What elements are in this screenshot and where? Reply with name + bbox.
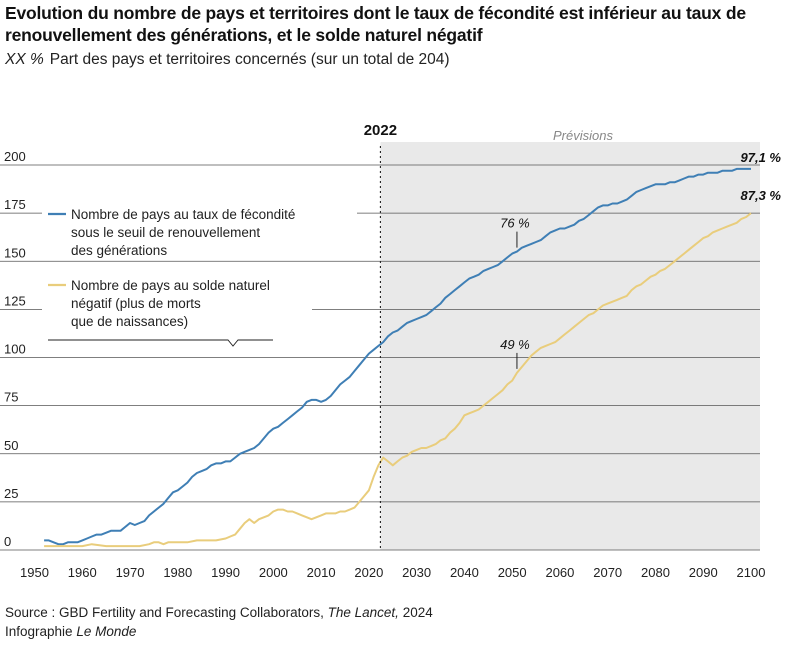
y-tick-label: 150 [4, 245, 26, 260]
legend-label-natural-balance: que de naissances) [71, 314, 188, 329]
legend-label-fertility: des générations [71, 243, 167, 258]
x-tick-label: 2050 [498, 565, 527, 580]
x-tick-label: 2070 [593, 565, 622, 580]
year-marker-label: 2022 [364, 122, 397, 139]
x-tick-label: 1970 [116, 565, 145, 580]
chart-title: Evolution du nombre de pays et territoir… [5, 3, 746, 45]
legend-label-fertility: Nombre de pays au taux de fécondité [71, 207, 295, 222]
source-note: Source : GBD Fertility and Forecasting C… [5, 603, 433, 641]
x-tick-label: 1980 [163, 565, 192, 580]
y-tick-label: 125 [4, 293, 26, 308]
subtitle-text: Part des pays et territoires concernés (… [49, 51, 450, 68]
source-line: Source : GBD Fertility and Forecasting C… [5, 605, 433, 620]
legend-label-natural-balance: Nombre de pays au solde naturel [71, 278, 270, 293]
fertility-mid-label: 76 % [500, 216, 530, 231]
legend-bg-1 [42, 196, 357, 258]
x-tick-label: 1960 [68, 565, 97, 580]
y-tick-label: 0 [4, 534, 11, 549]
x-tick-label: 2000 [259, 565, 288, 580]
x-tick-label: 2100 [737, 565, 766, 580]
y-tick-label: 100 [4, 342, 26, 357]
natural-balance-end-label: 87,3 % [741, 188, 782, 203]
x-tick-label: 1990 [211, 565, 240, 580]
y-tick-label: 175 [4, 197, 26, 212]
x-tick-label: 2060 [545, 565, 574, 580]
x-tick-label: 2090 [689, 565, 718, 580]
fertility-series-line [44, 167, 751, 546]
x-tick-label: 2030 [402, 565, 431, 580]
x-tick-label: 1950 [20, 565, 49, 580]
x-tick-label: 2010 [307, 565, 336, 580]
forecast-label: Prévisions [553, 128, 613, 143]
credit-line: Infographie Le Monde [5, 624, 137, 639]
legend-label-fertility: sous le seuil de renouvellement [71, 225, 260, 240]
x-tick-label: 2080 [641, 565, 670, 580]
natural-balance-series-line [44, 212, 752, 548]
legend-callout [48, 339, 273, 347]
y-tick-label: 25 [4, 486, 18, 501]
chart-subtitle: XX % Part des pays et territoires concern… [5, 51, 450, 69]
forecast-region [380, 142, 760, 550]
y-tick-label: 200 [4, 149, 26, 164]
y-tick-label: 75 [4, 390, 18, 405]
y-tick-label: 50 [4, 438, 18, 453]
line-chart: Prévisions 1950 1960 1970 1980 1990 2000 2010 2… [0, 122, 782, 580]
natural-balance-mid-label: 49 % [500, 337, 530, 352]
x-tick-label: 2020 [354, 565, 383, 580]
fertility-end-label: 97,1 % [741, 150, 782, 165]
percent-key: XX % [5, 51, 44, 68]
x-tick-label: 2040 [450, 565, 479, 580]
legend-label-natural-balance: négatif (plus de morts [71, 296, 201, 311]
legend-bg-2 [42, 274, 312, 336]
